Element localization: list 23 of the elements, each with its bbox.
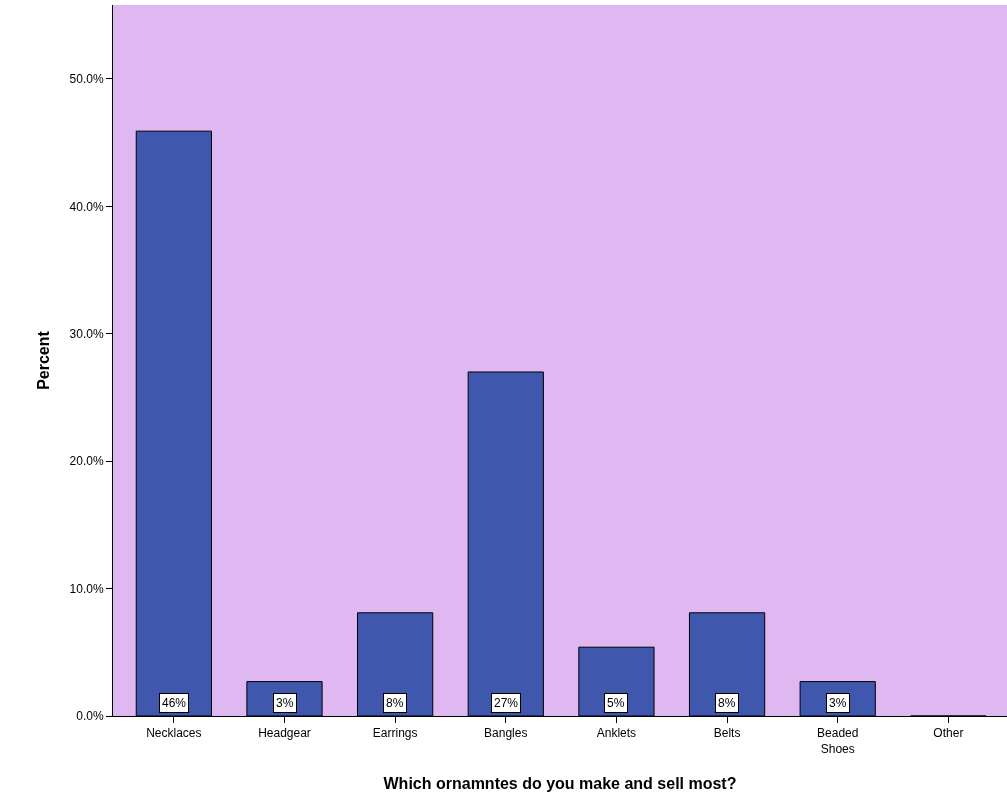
x-tick-label: Beaded Shoes (817, 726, 859, 756)
y-axis-title: Percent (35, 330, 53, 390)
x-tick-label: Anklets (596, 726, 637, 741)
x-tick-label: Bangles (484, 726, 528, 741)
data-label: 27% (494, 696, 519, 710)
y-tick-label: 10.0% (69, 581, 104, 596)
x-tick-label: Earrings (372, 726, 418, 741)
data-label: 8% (718, 696, 736, 710)
x-axis-title: Which ornamntes do you make and sell most? (383, 774, 737, 792)
x-tick-label: Belts (713, 726, 741, 741)
data-label: 3% (829, 696, 847, 710)
data-label: 46% (162, 696, 187, 710)
y-tick-label: 40.0% (69, 199, 104, 214)
y-tick-label: 30.0% (69, 326, 104, 341)
x-tick-label: Other (933, 726, 964, 741)
y-tick-label: 50.0% (69, 72, 104, 87)
y-tick-label: 0.0% (76, 709, 104, 724)
x-tick-label: Necklaces (146, 726, 202, 741)
data-label: 8% (386, 696, 404, 710)
y-tick-label: 20.0% (69, 454, 104, 469)
data-label: 3% (276, 696, 294, 710)
data-label: 5% (607, 696, 625, 710)
x-tick-label: Headgear (258, 726, 311, 741)
